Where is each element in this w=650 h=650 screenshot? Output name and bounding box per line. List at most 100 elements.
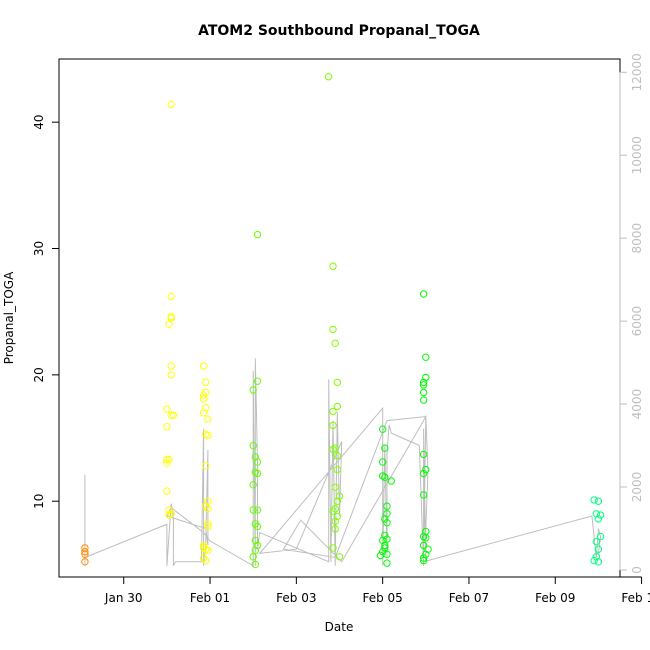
data-point-s4-8 <box>381 515 389 523</box>
x-tick-label-4: Feb 07 <box>449 591 489 605</box>
data-point-s3-0 <box>253 230 262 239</box>
data-point-s5-8 <box>592 553 600 561</box>
data-point-s3-15 <box>251 546 260 555</box>
data-point-s4-18 <box>383 559 391 567</box>
data-point-s4-24 <box>419 388 428 397</box>
data-point-s4-32 <box>419 532 428 541</box>
data-point-s4-9 <box>383 519 391 527</box>
y-tick-label-3: 40 <box>32 115 46 130</box>
data-point-s3-12 <box>253 522 262 531</box>
data-point-s4-17 <box>376 551 385 560</box>
data-point-s4-11 <box>383 535 391 543</box>
data-point-s4-20 <box>422 353 430 361</box>
x-tick-label-1: Feb 01 <box>190 591 230 605</box>
data-point-s4-37 <box>419 556 428 565</box>
y2-tick-label-3: 6000 <box>630 306 644 337</box>
data-point-s1-32 <box>204 520 212 528</box>
data-point-s4-25 <box>419 396 428 404</box>
data-point-s2-20 <box>329 544 337 552</box>
data-point-s5-10 <box>594 558 603 566</box>
data-point-s1-25 <box>204 415 212 423</box>
data-point-s1-8 <box>169 411 178 419</box>
data-point-s4-14 <box>381 544 389 552</box>
data-point-s4-26 <box>419 450 428 459</box>
data-point-s2-4 <box>333 378 341 387</box>
data-point-s1-31 <box>204 505 212 513</box>
data-point-s1-19 <box>202 378 210 387</box>
data-point-s3-13 <box>251 536 260 545</box>
data-point-s0-1 <box>81 550 89 558</box>
data-point-s3-10 <box>253 506 262 514</box>
data-point-s4-1 <box>381 444 389 452</box>
data-point-s2-7 <box>329 421 337 430</box>
data-point-s2-18 <box>331 517 339 526</box>
data-point-s4-35 <box>422 550 430 558</box>
data-point-s4-12 <box>379 536 387 545</box>
data-point-s1-11 <box>163 455 171 464</box>
data-point-s4-5 <box>381 473 389 481</box>
data-point-s1-21 <box>199 391 208 399</box>
data-point-s4-10 <box>381 531 389 539</box>
data-point-s1-0 <box>167 100 175 109</box>
data-point-s4-19 <box>419 290 428 298</box>
data-point-s2-9 <box>329 445 337 454</box>
data-point-s2-10 <box>333 452 341 460</box>
data-point-s4-28 <box>419 469 428 478</box>
data-point-s4-23 <box>419 381 428 389</box>
data-point-s5-9 <box>590 556 598 565</box>
x-axis-label: Date <box>325 620 354 634</box>
data-point-s1-12 <box>165 455 173 464</box>
data-point-s1-22 <box>199 395 208 403</box>
data-point-s2-0 <box>325 73 333 81</box>
data-point-s1-5 <box>167 362 175 370</box>
x-axis: Jan 30 Feb 01 Feb 03 Feb 05 Feb 07 Feb 09 Feb … <box>104 576 650 605</box>
data-point-s5-3 <box>596 511 605 519</box>
data-point-s4-13 <box>381 541 389 550</box>
data-point-s4-3 <box>379 472 387 480</box>
data-point-s2-16 <box>329 507 337 515</box>
data-point-s5-0 <box>590 496 598 504</box>
data-point-s4-36 <box>419 554 428 562</box>
x-tick-label-6: Feb 11 <box>621 591 650 605</box>
y-axis: 10 20 30 40 <box>32 115 60 509</box>
x-tick-label-3: Feb 05 <box>362 591 402 605</box>
data-point-s2-5 <box>333 402 341 411</box>
data-point-s1-37 <box>204 546 212 555</box>
y2-tick-label-6: 12000 <box>630 53 644 91</box>
data-point-s5-4 <box>594 515 603 523</box>
y-tick-label-1: 20 <box>32 367 46 382</box>
y-tick-label-0: 10 <box>32 494 46 509</box>
data-point-s2-15 <box>331 505 339 513</box>
data-point-s5-1 <box>594 497 603 505</box>
x-tick-label-0: Jan 30 <box>104 591 143 605</box>
data-point-s4-0 <box>379 425 387 433</box>
data-point-s2-14 <box>333 497 341 505</box>
y2-tick-label-1: 2000 <box>630 472 644 503</box>
data-point-s3-8 <box>249 481 257 489</box>
data-point-s2-6 <box>329 407 337 416</box>
data-point-s4-6 <box>383 502 391 510</box>
secondary-y-axis: 0 2000 4000 6000 8000 10000 12000 <box>619 53 644 574</box>
data-point-s1-15 <box>165 506 173 514</box>
altitude-trace-line <box>84 358 602 567</box>
data-point-s4-4 <box>387 477 395 485</box>
data-point-s1-27 <box>204 431 212 440</box>
data-point-s1-13 <box>163 459 171 467</box>
x-tick-label-5: Feb 09 <box>535 591 575 605</box>
data-point-s5-6 <box>592 537 600 546</box>
y-tick-label-2: 30 <box>32 241 46 256</box>
data-point-s0-3 <box>81 548 89 556</box>
data-point-s1-3 <box>167 314 175 322</box>
data-point-s1-39 <box>202 556 210 565</box>
data-point-s3-9 <box>249 506 257 514</box>
y2-tick-label-0: 0 <box>630 566 644 574</box>
data-point-s2-21 <box>335 553 344 561</box>
data-point-s3-1 <box>253 377 262 385</box>
data-point-s3-2 <box>249 386 257 394</box>
data-point-s1-6 <box>167 371 175 379</box>
data-point-s1-18 <box>199 362 208 370</box>
data-point-s2-11 <box>333 465 341 474</box>
data-point-s1-23 <box>202 404 210 412</box>
data-point-s1-10 <box>163 423 171 431</box>
